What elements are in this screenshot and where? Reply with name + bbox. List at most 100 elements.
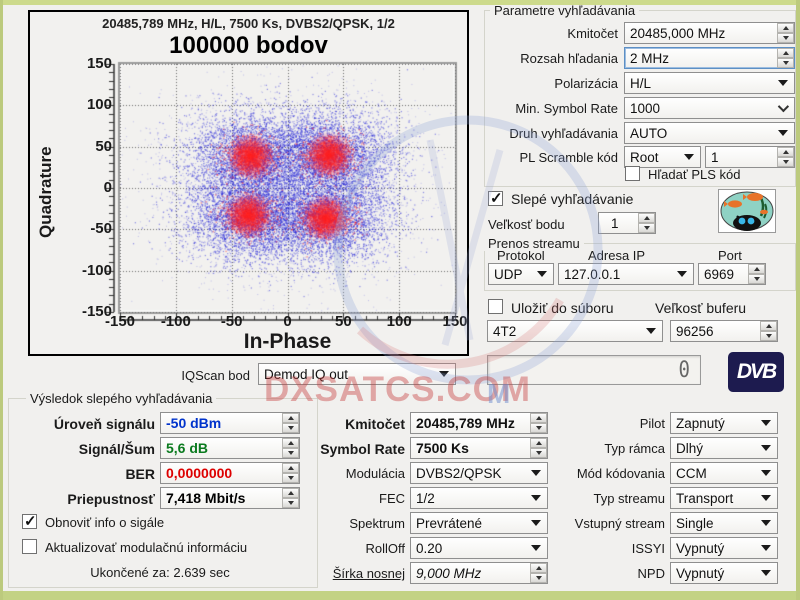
search-params-title: Parametre vyhľadávania bbox=[490, 3, 640, 18]
spectrum-dropdown[interactable]: Prevrátené bbox=[410, 512, 548, 534]
spin-buttons-icon[interactable] bbox=[530, 413, 547, 433]
save-to-file-checkbox[interactable] bbox=[488, 299, 503, 314]
spin-buttons-icon[interactable] bbox=[760, 321, 777, 341]
pilot-dropdown[interactable]: Zapnutý bbox=[670, 412, 778, 434]
frequency-label: Kmitočet bbox=[567, 26, 618, 41]
stream-counter-panel: 0 bbox=[487, 355, 701, 385]
issyi-dropdown[interactable]: Vypnutý bbox=[670, 537, 778, 559]
min-symbol-rate-combobox[interactable]: 1000 bbox=[624, 97, 795, 119]
ber-field[interactable]: 0,0000000 bbox=[160, 462, 300, 484]
update-modulation-info-checkbox[interactable] bbox=[22, 539, 37, 554]
find-pls-checkbox[interactable] bbox=[625, 166, 640, 181]
port-spinbox[interactable]: 6969 bbox=[698, 263, 766, 285]
throughput-label: Priepustnosť bbox=[67, 491, 155, 507]
stream-transfer-title: Prenos streamu bbox=[484, 236, 584, 251]
polarization-label: Polarizácia bbox=[554, 76, 618, 91]
search-type-dropdown[interactable]: AUTO bbox=[624, 122, 795, 144]
snr-label: Signál/Šum bbox=[78, 441, 155, 457]
x-tick-label: 0 bbox=[283, 313, 292, 330]
y-tick-label: -100 bbox=[81, 261, 112, 279]
stream-transfer-groupbox bbox=[484, 243, 796, 291]
refresh-signal-info-label: Obnoviť info o sigále bbox=[45, 515, 165, 530]
coding-mode-dropdown[interactable]: CCM bbox=[670, 462, 778, 484]
found-frequency-label: Kmitočet bbox=[345, 416, 405, 432]
plot-transponder-title: 20485,789 MHz, H/L, 7500 Ks, DVBS2/QPSK,… bbox=[102, 16, 395, 31]
dropdown-arrow-icon bbox=[537, 271, 547, 277]
throughput-field[interactable]: 7,418 Mbit/s bbox=[160, 487, 300, 509]
spin-buttons-icon[interactable] bbox=[530, 563, 547, 583]
pl-scramble-code-spinbox[interactable]: 1 bbox=[705, 146, 795, 168]
npd-label: NPD bbox=[637, 566, 665, 581]
dropdown-arrow-icon bbox=[761, 520, 771, 526]
frame-type-dropdown[interactable]: Dlhý bbox=[670, 437, 778, 459]
y-tick-label: 150 bbox=[86, 55, 112, 72]
fec-label: FEC bbox=[379, 491, 405, 506]
stream-type-dropdown[interactable]: Transport bbox=[670, 487, 778, 509]
signal-level-field[interactable]: -50 dBm bbox=[160, 412, 300, 434]
npd-dropdown[interactable]: Vypnutý bbox=[670, 562, 778, 584]
dropdown-arrow-icon bbox=[531, 495, 541, 501]
frequency-spinbox[interactable]: 20485,000 MHz bbox=[624, 22, 795, 44]
search-range-spinbox[interactable]: 2 MHz bbox=[624, 47, 795, 69]
modulation-dropdown[interactable]: DVBS2/QPSK bbox=[410, 462, 548, 484]
window-frame-bottom bbox=[0, 591, 800, 600]
carrier-width-spinbox[interactable]: 9,000 MHz bbox=[410, 562, 548, 584]
polarization-dropdown[interactable]: H/L bbox=[624, 72, 795, 94]
coding-mode-label: Mód kódovania bbox=[576, 466, 665, 481]
stream-type-label: Typ streamu bbox=[593, 491, 665, 506]
dropdown-arrow-icon bbox=[761, 545, 771, 551]
spin-buttons-icon[interactable] bbox=[777, 147, 794, 167]
spin-buttons-icon[interactable] bbox=[282, 488, 299, 508]
dropdown-arrow-icon bbox=[684, 154, 694, 160]
spin-buttons-icon[interactable] bbox=[282, 413, 299, 433]
y-tick-label: 50 bbox=[95, 137, 112, 155]
buffer-size-label: Veľkosť buferu bbox=[655, 300, 747, 316]
spin-buttons-icon[interactable] bbox=[638, 213, 655, 233]
input-stream-dropdown[interactable]: Single bbox=[670, 512, 778, 534]
spin-buttons-icon[interactable] bbox=[748, 264, 765, 284]
plot-points-count: 100000 bodov bbox=[169, 32, 328, 59]
y-tick-label: 100 bbox=[86, 96, 112, 114]
symbol-rate-label: Symbol Rate bbox=[320, 441, 405, 457]
spin-buttons-icon[interactable] bbox=[777, 48, 794, 68]
pl-scramble-mode-dropdown[interactable]: Root bbox=[624, 146, 701, 168]
window-frame-right bbox=[796, 0, 800, 600]
dropdown-arrow-icon bbox=[531, 470, 541, 476]
spin-buttons-icon[interactable] bbox=[777, 23, 794, 43]
spin-buttons-icon[interactable] bbox=[282, 463, 299, 483]
search-type-label: Druh vyhľadávania bbox=[509, 126, 618, 141]
dropdown-arrow-icon bbox=[646, 328, 656, 334]
ip-address-dropdown[interactable]: 127.0.0.1 bbox=[558, 263, 694, 285]
point-size-spinbox[interactable]: 1 bbox=[598, 212, 656, 234]
cat-fishbowl-picture bbox=[718, 189, 776, 233]
ip-column-header: Adresa IP bbox=[588, 248, 646, 263]
symbol-rate-spinbox[interactable]: 7500 Ks bbox=[410, 437, 548, 459]
constellation-plot-panel: 20485,789 MHz, H/L, 7500 Ks, DVBS2/QPSK,… bbox=[28, 10, 469, 356]
refresh-signal-info-checkbox[interactable] bbox=[22, 512, 37, 530]
dvb-logo: DVB bbox=[728, 352, 784, 392]
blind-search-checkbox[interactable] bbox=[488, 189, 503, 207]
modulation-label: Modulácia bbox=[345, 466, 405, 481]
pl-scramble-label: PL Scramble kód bbox=[519, 150, 618, 165]
dropdown-arrow-icon bbox=[761, 570, 771, 576]
snr-field[interactable]: 5,6 dB bbox=[160, 437, 300, 459]
protocol-dropdown[interactable]: UDP bbox=[488, 263, 554, 285]
find-pls-label: Hľadať PLS kód bbox=[648, 167, 741, 182]
dropdown-arrow-icon bbox=[761, 420, 771, 426]
ber-label: BER bbox=[125, 466, 155, 482]
carrier-width-label: Šírka nosnej bbox=[332, 566, 405, 581]
spin-buttons-icon[interactable] bbox=[282, 438, 299, 458]
dropdown-arrow-icon bbox=[761, 470, 771, 476]
device-dropdown[interactable]: 4T2 bbox=[487, 320, 663, 342]
spin-buttons-icon[interactable] bbox=[530, 438, 547, 458]
found-frequency-spinbox[interactable]: 20485,789 MHz bbox=[410, 412, 548, 434]
x-axis-label: In-Phase bbox=[243, 330, 332, 353]
fec-dropdown[interactable]: 1/2 bbox=[410, 487, 548, 509]
signal-level-label: Úroveň signálu bbox=[53, 416, 155, 432]
rolloff-dropdown[interactable]: 0.20 bbox=[410, 537, 548, 559]
y-tick-label: -50 bbox=[90, 220, 112, 238]
buffer-size-spinbox[interactable]: 96256 bbox=[670, 320, 778, 342]
iqscan-dropdown[interactable]: Demod IQ out bbox=[258, 363, 456, 385]
dropdown-arrow-icon bbox=[439, 371, 449, 377]
